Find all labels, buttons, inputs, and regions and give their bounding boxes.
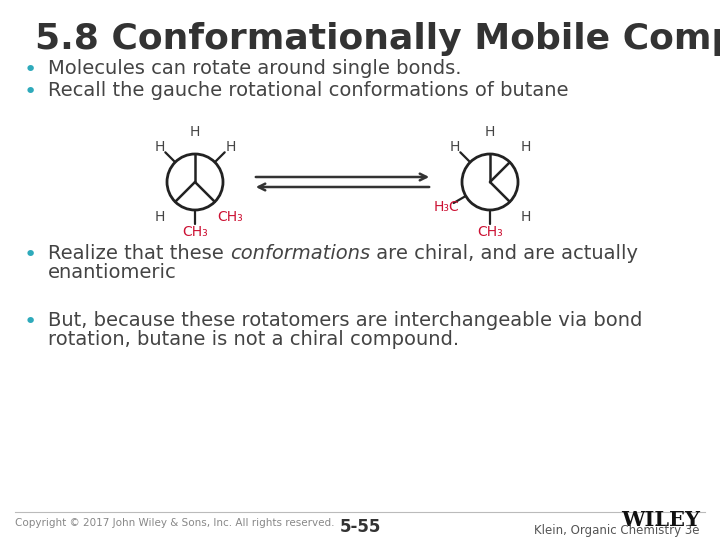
Text: •: • bbox=[23, 82, 37, 102]
Text: H: H bbox=[155, 211, 165, 224]
Text: H: H bbox=[225, 140, 235, 154]
Text: But, because these rotatomers are interchangeable via bond: But, because these rotatomers are interc… bbox=[48, 311, 642, 330]
Text: •: • bbox=[23, 312, 37, 332]
Text: WILEY: WILEY bbox=[621, 510, 700, 530]
Text: CH₃: CH₃ bbox=[182, 225, 208, 239]
Text: rotation, butane is not a chiral compound.: rotation, butane is not a chiral compoun… bbox=[48, 330, 459, 349]
Text: CH₃: CH₃ bbox=[477, 225, 503, 239]
Circle shape bbox=[462, 154, 518, 210]
Text: are chiral, and are actually: are chiral, and are actually bbox=[370, 244, 638, 263]
Circle shape bbox=[167, 154, 223, 210]
Text: CH₃: CH₃ bbox=[217, 211, 243, 224]
Text: Copyright © 2017 John Wiley & Sons, Inc. All rights reserved.: Copyright © 2017 John Wiley & Sons, Inc.… bbox=[15, 518, 335, 528]
Text: •: • bbox=[23, 245, 37, 265]
Text: enantiomeric: enantiomeric bbox=[48, 263, 176, 282]
Text: Recall the gauche rotational conformations of butane: Recall the gauche rotational conformatio… bbox=[48, 81, 569, 100]
Text: H: H bbox=[485, 125, 495, 139]
Text: H₃C: H₃C bbox=[434, 200, 459, 214]
Text: Realize that these: Realize that these bbox=[48, 244, 230, 263]
Text: H: H bbox=[190, 125, 200, 139]
Text: •: • bbox=[23, 60, 37, 80]
Text: H: H bbox=[155, 140, 165, 154]
Text: H: H bbox=[520, 140, 531, 154]
Text: H: H bbox=[449, 140, 460, 154]
Text: H: H bbox=[520, 211, 531, 224]
Text: conformations: conformations bbox=[230, 244, 370, 263]
Text: 5-55: 5-55 bbox=[339, 518, 381, 536]
Text: Klein, Organic Chemistry 3e: Klein, Organic Chemistry 3e bbox=[534, 524, 700, 537]
Text: Molecules can rotate around single bonds.: Molecules can rotate around single bonds… bbox=[48, 59, 462, 78]
Text: 5.8 Conformationally Mobile Compounds: 5.8 Conformationally Mobile Compounds bbox=[35, 22, 720, 56]
